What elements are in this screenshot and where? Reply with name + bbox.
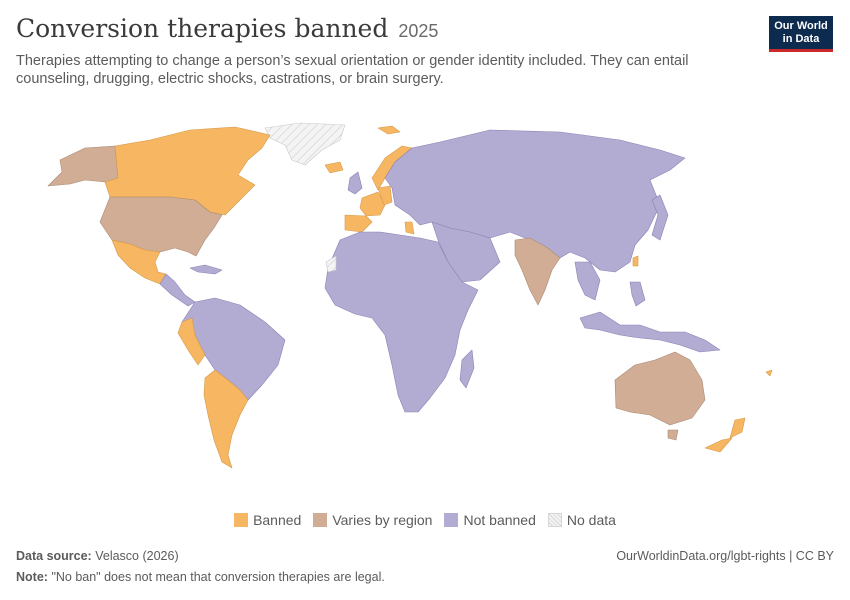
country-new-zealand[interactable] xyxy=(729,417,746,439)
chart-title: Conversion therapies banned 2025 xyxy=(16,14,438,43)
footer-source-row: Data source: Velasco (2026) OurWorldinDa… xyxy=(16,549,834,563)
legend-label-not-banned: Not banned xyxy=(463,512,536,528)
source-label: Data source: xyxy=(16,549,92,563)
legend-item-banned[interactable]: Banned xyxy=(234,512,301,528)
country-germany[interactable] xyxy=(377,185,393,206)
note-label: Note: xyxy=(16,570,48,584)
country-spain-portugal[interactable] xyxy=(344,214,373,233)
logo-line-2: in Data xyxy=(782,33,820,45)
country-uk[interactable] xyxy=(347,171,363,195)
region-indonesia[interactable] xyxy=(579,311,721,353)
country-ecuador-peru[interactable] xyxy=(177,317,206,366)
legend-swatch-banned xyxy=(234,513,249,527)
title-year: 2025 xyxy=(398,21,439,41)
footer-url-link[interactable]: OurWorldinData.org/lgbt-rights | CC BY xyxy=(616,549,834,563)
legend-label-banned: Banned xyxy=(253,512,302,528)
country-greenland[interactable] xyxy=(264,122,346,166)
legend-swatch-no-data xyxy=(547,513,562,527)
legend-swatch-varies xyxy=(313,513,328,527)
owid-logo[interactable]: Our World in Data xyxy=(769,16,833,52)
region-caribbean[interactable] xyxy=(189,264,223,275)
footer-note-row: Note: "No ban" does not mean that conver… xyxy=(16,570,834,584)
legend-item-no-data[interactable]: No data xyxy=(547,512,616,528)
logo-line-1: Our World xyxy=(774,20,828,32)
island-svalbard[interactable] xyxy=(377,125,401,135)
country-france[interactable] xyxy=(359,191,386,217)
country-madagascar[interactable] xyxy=(459,349,475,389)
region-southeast-asia[interactable] xyxy=(574,261,601,301)
world-map xyxy=(47,122,773,469)
country-argentina-chile[interactable] xyxy=(203,369,249,469)
source-value[interactable]: Velasco (2026) xyxy=(95,549,179,563)
country-australia[interactable] xyxy=(614,351,706,426)
legend-label-no-data: No data xyxy=(566,512,616,528)
legend-item-varies[interactable]: Varies by region xyxy=(313,512,432,528)
country-iceland[interactable] xyxy=(324,161,344,174)
region-central-america[interactable] xyxy=(159,273,196,307)
island-new-zealand-south[interactable] xyxy=(704,437,733,453)
title-text: Conversion therapies banned xyxy=(16,14,389,43)
region-middle-east[interactable] xyxy=(431,221,501,283)
country-india[interactable] xyxy=(514,237,561,306)
country-philippines[interactable] xyxy=(629,281,646,307)
region-western-sahara[interactable] xyxy=(325,255,337,273)
country-alaska[interactable] xyxy=(47,145,119,187)
country-taiwan[interactable] xyxy=(632,255,639,267)
island-tasmania[interactable] xyxy=(667,429,679,441)
country-fiji[interactable] xyxy=(765,369,773,377)
legend-label-varies: Varies by region xyxy=(332,512,433,528)
country-greece[interactable] xyxy=(404,221,415,235)
country-mexico[interactable] xyxy=(111,239,167,285)
country-canada[interactable] xyxy=(104,126,271,216)
country-japan[interactable] xyxy=(651,194,669,241)
legend-item-not-banned[interactable]: Not banned xyxy=(444,512,536,528)
region-africa[interactable] xyxy=(324,231,479,413)
map-legend: Banned Varies by region Not banned No da… xyxy=(0,512,850,528)
legend-swatch-not-banned xyxy=(444,513,459,527)
chart-subtitle: Therapies attempting to change a person’… xyxy=(16,53,689,87)
note-value: "No ban" does not mean that conversion t… xyxy=(51,570,385,584)
